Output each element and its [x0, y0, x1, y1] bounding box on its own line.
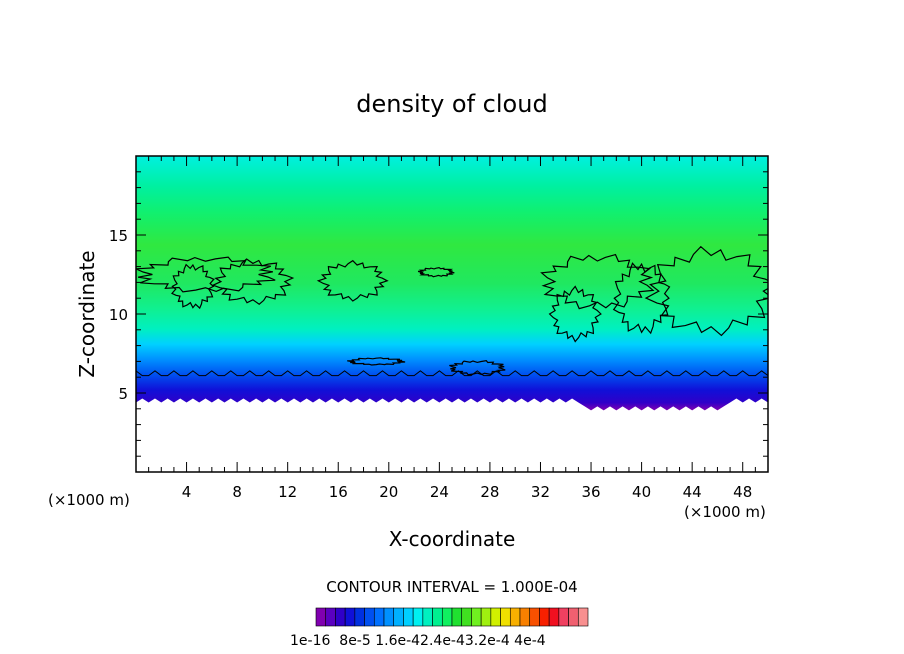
- x-tick-label: 20: [379, 483, 398, 501]
- x-tick-label: 16: [329, 483, 348, 501]
- colorbar-swatch: [354, 607, 365, 627]
- z-unit-label: (×1000 m): [48, 491, 130, 509]
- x-tick-label: 12: [278, 483, 297, 501]
- colorbar-swatch: [461, 607, 472, 627]
- y-axis-label: Z-coordinate: [75, 250, 99, 377]
- colorbar-swatch: [500, 607, 511, 627]
- colorbar-swatch: [471, 607, 482, 627]
- colorbar-swatch: [441, 607, 453, 627]
- contour-line: [612, 262, 671, 335]
- colorbar-swatch: [412, 607, 424, 627]
- contour-line: [136, 256, 276, 293]
- colorbar-swatch: [325, 607, 336, 627]
- x-tick-label: 48: [733, 483, 752, 501]
- colorbar: [315, 607, 589, 627]
- colorbar-swatch: [373, 607, 385, 627]
- plot-area: [136, 156, 768, 411]
- colorbar-swatch: [568, 607, 579, 627]
- colorbar-swatch: [490, 607, 501, 627]
- contour-line: [644, 245, 768, 337]
- contour-line: [211, 258, 295, 305]
- y-axis-ticks: 5 10 15: [109, 171, 768, 457]
- colorbar-swatch: [403, 607, 414, 627]
- y-tick-label: 10: [109, 306, 128, 324]
- x-tick-label: 40: [632, 483, 651, 501]
- contour-line: [548, 285, 602, 343]
- colorbar-swatch: [383, 607, 395, 627]
- x-tick-label: 44: [683, 483, 702, 501]
- colorbar-swatch: [364, 607, 375, 627]
- x-tick-label: 36: [581, 483, 600, 501]
- contour-lines: [136, 245, 768, 377]
- colorbar-swatch: [509, 607, 521, 627]
- colorbar-swatch: [577, 607, 589, 627]
- contour-line: [540, 253, 655, 310]
- x-axis-label: X-coordinate: [389, 527, 516, 551]
- contour-line: [316, 259, 389, 302]
- colorbar-swatch: [335, 607, 346, 627]
- colorbar-swatch: [393, 607, 404, 627]
- colorbar-swatch: [432, 607, 443, 627]
- contour-line: [449, 360, 506, 376]
- y-tick-label: 5: [118, 385, 128, 403]
- contour-line: [347, 357, 406, 366]
- contour-line: [136, 370, 768, 377]
- colorbar-swatch: [344, 607, 356, 627]
- colorbar-swatch: [548, 607, 560, 627]
- colorbar-swatch: [529, 607, 540, 627]
- colorbar-swatch: [519, 607, 531, 627]
- chart-title: density of cloud: [356, 90, 547, 118]
- x-axis-ticks: 4 8 12 16 20 24 28 32 36 40 44 48: [148, 156, 756, 501]
- contour-line: [171, 263, 215, 310]
- colorbar-swatch: [480, 607, 492, 627]
- y-tick-label: 15: [109, 227, 128, 245]
- colorbar-swatch: [558, 607, 569, 627]
- x-tick-label: 24: [430, 483, 449, 501]
- colorbar-swatch: [315, 607, 327, 627]
- x-tick-label: 28: [480, 483, 499, 501]
- contour-line: [417, 266, 455, 278]
- x-tick-label: 4: [182, 483, 192, 501]
- colorbar-swatch: [451, 607, 463, 627]
- colorbar-tick-labels: 1e-16 8e-5 1.6e-42.4e-43.2e-4 4e-4: [290, 633, 546, 649]
- colorbar-swatch: [539, 607, 550, 627]
- x-tick-label: 32: [531, 483, 550, 501]
- x-unit-label: (×1000 m): [684, 503, 766, 521]
- x-tick-label: 8: [232, 483, 242, 501]
- colorbar-swatch: [422, 607, 433, 627]
- cloud-layer-fill: [136, 156, 768, 411]
- contour-interval-label: CONTOUR INTERVAL = 1.000E-04: [326, 578, 577, 596]
